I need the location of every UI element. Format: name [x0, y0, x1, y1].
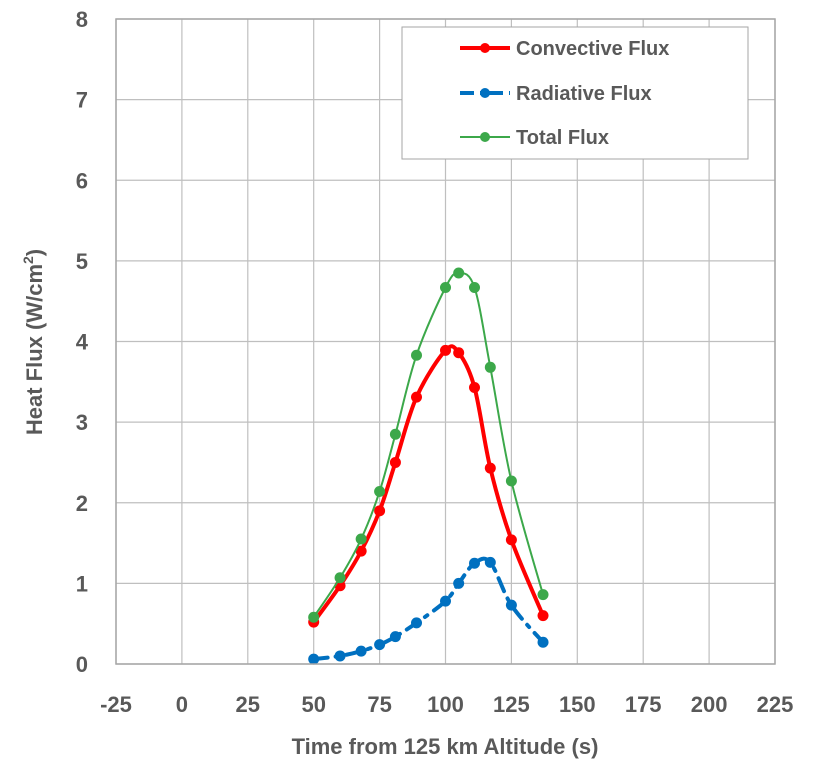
- data-point: [374, 639, 386, 651]
- data-point: [355, 545, 367, 557]
- data-point: [468, 281, 480, 293]
- y-tick-label: 5: [76, 249, 88, 274]
- plot-area-border: [115, 18, 776, 665]
- series-radiative-flux: [308, 556, 549, 665]
- x-tick-label: 175: [625, 692, 662, 717]
- legend-entry-total: Total Flux: [460, 127, 609, 149]
- x-tick-label: 0: [176, 692, 188, 717]
- data-point: [374, 485, 386, 497]
- data-point: [440, 595, 451, 607]
- data-point: [440, 281, 451, 293]
- legend-marker-total: [480, 132, 490, 142]
- data-point: [537, 589, 549, 601]
- x-axis-title: Time from 125 km Altitude (s): [292, 734, 599, 759]
- data-point: [537, 636, 549, 648]
- x-tick-label: 100: [427, 692, 464, 717]
- y-tick-label: 1: [76, 571, 88, 596]
- x-tick-label: 225: [757, 692, 794, 717]
- data-point: [308, 653, 320, 665]
- data-point: [355, 533, 367, 545]
- y-tick-label: 6: [76, 168, 88, 193]
- data-point: [453, 347, 465, 359]
- y-axis-title-close: ): [22, 249, 47, 256]
- data-point: [468, 557, 480, 569]
- y-tick-label: 4: [76, 330, 89, 355]
- data-point: [468, 381, 480, 393]
- data-point: [308, 611, 320, 623]
- data-point: [537, 610, 549, 622]
- data-point: [334, 572, 346, 584]
- data-point: [484, 556, 496, 568]
- x-tick-label: 125: [493, 692, 530, 717]
- legend-label-convective: Convective Flux: [516, 38, 669, 60]
- x-tick-label: 200: [691, 692, 728, 717]
- legend-marker-convective: [480, 43, 490, 53]
- data-point: [505, 475, 517, 487]
- data-point: [453, 267, 465, 279]
- data-point: [411, 617, 423, 629]
- data-point: [484, 361, 496, 373]
- y-tick-label: 7: [76, 88, 88, 113]
- x-tick-label: 150: [559, 692, 596, 717]
- x-tick-label: 75: [367, 692, 391, 717]
- legend-entry-convective: Convective Flux: [460, 38, 669, 60]
- data-point: [505, 599, 517, 611]
- legend-box: [401, 26, 749, 160]
- data-point: [484, 462, 496, 474]
- data-point: [411, 391, 423, 403]
- series-total-flux: [308, 267, 549, 623]
- legend-marker-radiative: [480, 88, 490, 98]
- legend: Convective Flux Radiative Flux Total Flu…: [401, 26, 749, 160]
- data-point: [505, 534, 517, 546]
- series-line: [312, 271, 545, 619]
- tick-labels: -25 0 25 50 75 100 125 150 175 200 225 0 1 2 3 4 5 6 7 8: [76, 7, 794, 717]
- y-axis-title-main: Heat Flux (W/cm: [22, 264, 47, 435]
- legend-entry-radiative: Radiative Flux: [460, 83, 652, 105]
- data-point: [389, 428, 401, 440]
- x-tick-label: 50: [301, 692, 325, 717]
- data-point: [389, 456, 401, 468]
- y-tick-label: 0: [76, 652, 88, 677]
- x-tick-label: 25: [236, 692, 260, 717]
- legend-label-total: Total Flux: [516, 127, 609, 149]
- y-tick-label: 3: [76, 410, 88, 435]
- x-tick-label: -25: [100, 692, 132, 717]
- data-point: [334, 650, 346, 662]
- y-tick-label: 8: [76, 7, 88, 32]
- legend-label-radiative: Radiative Flux: [516, 83, 652, 105]
- data-point: [355, 645, 367, 657]
- data-point: [374, 505, 386, 517]
- data-point: [389, 631, 401, 643]
- data-point: [453, 577, 465, 589]
- data-point: [411, 349, 423, 361]
- y-axis-title-superscript: 2: [20, 256, 36, 264]
- data-point: [440, 344, 451, 356]
- y-axis-title: Heat Flux (W/cm2): [20, 249, 47, 435]
- data-series: [308, 267, 549, 665]
- y-tick-label: 2: [76, 491, 88, 516]
